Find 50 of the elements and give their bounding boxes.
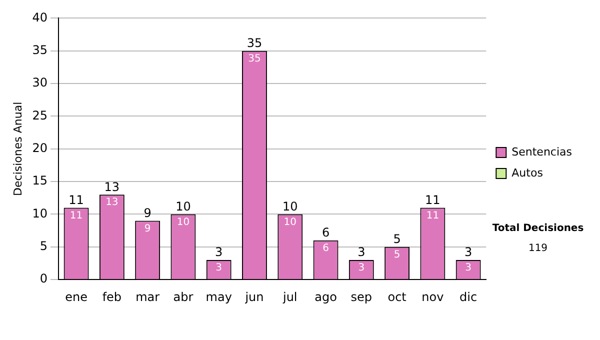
total-label: 35 (246, 36, 262, 50)
data-label: 5 (394, 250, 400, 261)
data-label: 10 (176, 216, 190, 228)
total-label: 11 (68, 192, 84, 207)
total-label: 3 (358, 245, 366, 260)
x-tick-label: ene (65, 290, 88, 304)
y-tick-label: 40 (32, 10, 48, 24)
data-label: 11 (426, 210, 440, 222)
y-tick-label: 10 (32, 206, 48, 220)
y-tick-label: 30 (32, 76, 48, 90)
total-label: 10 (176, 199, 191, 214)
y-tick-label: 15 (32, 174, 48, 188)
data-label: 35 (248, 53, 261, 64)
x-tick-label: dic (460, 290, 478, 304)
x-tick-label: abr (173, 290, 194, 304)
text: Total Decisiones (491, 223, 585, 234)
data-label: 3 (465, 262, 472, 274)
legend-label: Autos (512, 166, 544, 180)
total-label: 5 (393, 232, 401, 246)
total-label: 13 (104, 180, 120, 194)
data-label: 13 (106, 197, 118, 208)
y-axis-title: Decisiones Anual (11, 102, 24, 196)
x-tick-label: sep (350, 290, 372, 304)
total-label: 3 (215, 245, 223, 260)
x-tick-label: feb (102, 290, 122, 304)
total-label: 9 (144, 206, 152, 220)
text: 119 (527, 243, 549, 254)
x-tick-label: mar (136, 290, 160, 304)
x-tick-label: ago (314, 290, 337, 304)
data-label: 9 (144, 223, 151, 234)
data-label: 10 (284, 216, 296, 228)
legend-label: Sentencias (512, 145, 572, 158)
total-label: 10 (282, 199, 298, 214)
data-label: 3 (216, 262, 222, 274)
data-label: 3 (358, 262, 365, 274)
data-label: 11 (70, 210, 83, 222)
x-tick-label: nov (422, 290, 444, 304)
y-tick-label: 20 (32, 141, 48, 156)
total-label: 11 (425, 192, 440, 207)
y-tick-label: 35 (32, 43, 48, 57)
y-tick-label: 5 (40, 239, 48, 254)
y-tick-label: 25 (32, 108, 48, 122)
x-tick-label: jul (282, 290, 298, 304)
x-tick-label: jun (244, 290, 264, 304)
total-label: 3 (464, 245, 472, 260)
x-tick-label: may (206, 290, 232, 304)
x-tick-label: oct (388, 290, 407, 304)
data-label: 6 (322, 242, 329, 254)
y-tick-label: 0 (40, 272, 48, 286)
total-label: 6 (322, 226, 330, 240)
